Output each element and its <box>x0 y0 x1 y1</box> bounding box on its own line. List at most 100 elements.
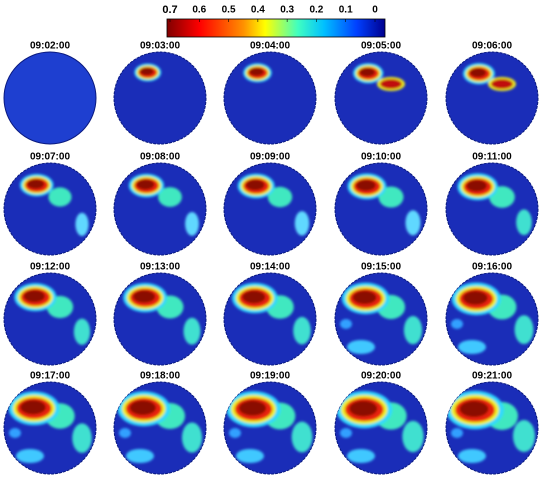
panel-time: 09:04:00 <box>250 41 290 52</box>
blob <box>451 319 463 329</box>
map-blobs <box>226 391 313 463</box>
blob <box>359 68 375 77</box>
blob <box>119 428 131 438</box>
blob <box>238 400 267 416</box>
blob <box>378 186 404 208</box>
map-blobs <box>232 282 311 345</box>
blob <box>133 290 156 303</box>
panel-time: 09:20:00 <box>361 371 401 382</box>
panel-time: 09:11:00 <box>472 152 512 163</box>
map-disk <box>334 51 428 145</box>
panel-time: 09:07:00 <box>30 152 70 163</box>
blob <box>463 291 488 305</box>
map-disk <box>223 51 317 145</box>
blob <box>405 210 421 236</box>
map-blobs <box>14 283 91 345</box>
blob <box>136 179 155 190</box>
blob <box>402 420 424 453</box>
blob <box>72 423 92 453</box>
map-blobs <box>353 63 405 91</box>
map-disk <box>334 162 428 256</box>
blob <box>294 211 310 236</box>
map-blobs <box>117 391 203 463</box>
map-blobs <box>446 390 535 463</box>
map-blobs <box>462 63 516 91</box>
blob <box>340 428 352 438</box>
blob <box>23 290 45 303</box>
blob <box>513 420 535 452</box>
blob <box>48 187 72 207</box>
colorbar-tick-label: 0.7 <box>162 4 177 16</box>
map-disk <box>3 162 97 256</box>
blob <box>491 79 513 89</box>
blob <box>129 400 156 416</box>
blob <box>181 422 203 453</box>
panel-time: 09:15:00 <box>361 262 401 273</box>
blob <box>403 316 423 345</box>
panel-time: 09:05:00 <box>361 41 401 52</box>
colorbar-tick-label: 0.4 <box>251 5 265 16</box>
blob <box>516 209 532 236</box>
blob <box>466 180 487 192</box>
blob <box>126 449 154 463</box>
blob <box>458 340 486 354</box>
blob <box>158 187 182 207</box>
map-disk <box>3 51 97 145</box>
panel-time: 09:08:00 <box>140 152 180 163</box>
blob <box>380 79 402 89</box>
blob <box>140 67 154 76</box>
blob <box>229 428 241 438</box>
blob <box>459 401 489 417</box>
colorbar-tick-label: 0.6 <box>192 5 206 16</box>
map-blobs <box>457 173 532 236</box>
panel-time: 09:16:00 <box>472 262 512 273</box>
map-blobs <box>8 391 92 463</box>
panel-time: 09:09:00 <box>250 152 290 163</box>
map-disk <box>223 162 317 256</box>
panel-time: 09:02:00 <box>30 41 70 52</box>
map-blobs <box>347 173 421 236</box>
colorbar-tick-label: 0.5 <box>222 5 236 16</box>
blob <box>185 211 199 236</box>
map-blobs <box>340 282 423 354</box>
panel-time: 09:18:00 <box>140 371 180 382</box>
blob <box>20 400 46 415</box>
blob <box>352 290 377 305</box>
blob <box>183 317 201 345</box>
blob <box>347 340 375 354</box>
map-blobs <box>243 63 272 83</box>
blob <box>73 318 91 345</box>
blob <box>514 315 534 345</box>
blob <box>9 428 21 438</box>
panel-time: 09:19:00 <box>250 371 290 382</box>
map-disk <box>113 162 207 256</box>
panel-time: 09:10:00 <box>361 152 401 163</box>
map-blobs <box>134 63 162 82</box>
blob <box>291 421 313 453</box>
blob <box>451 428 463 438</box>
blob <box>356 179 376 191</box>
blob <box>242 290 266 304</box>
map-blobs <box>19 173 89 236</box>
map-blobs <box>123 282 201 345</box>
colorbar-tick-label: 0.1 <box>339 5 353 16</box>
panel-time: 09:17:00 <box>30 371 70 382</box>
map-blobs <box>336 390 424 463</box>
panel-time: 09:14:00 <box>250 262 290 273</box>
colorbar-tick-label: 0.2 <box>309 5 323 16</box>
panel-time: 09:12:00 <box>30 262 70 273</box>
blob <box>340 319 352 329</box>
map-disk <box>445 51 539 145</box>
colorbar <box>166 18 386 38</box>
blob <box>249 67 264 76</box>
blob <box>458 449 486 463</box>
map-blobs <box>237 173 310 236</box>
colorbar-tick-label: 0.3 <box>280 5 294 16</box>
colorbar-tick-label: 0 <box>372 5 378 16</box>
map-disk <box>113 51 207 145</box>
blob <box>236 449 264 463</box>
panel-time: 09:13:00 <box>140 262 180 273</box>
map-blobs <box>128 173 199 236</box>
blob <box>347 449 375 463</box>
